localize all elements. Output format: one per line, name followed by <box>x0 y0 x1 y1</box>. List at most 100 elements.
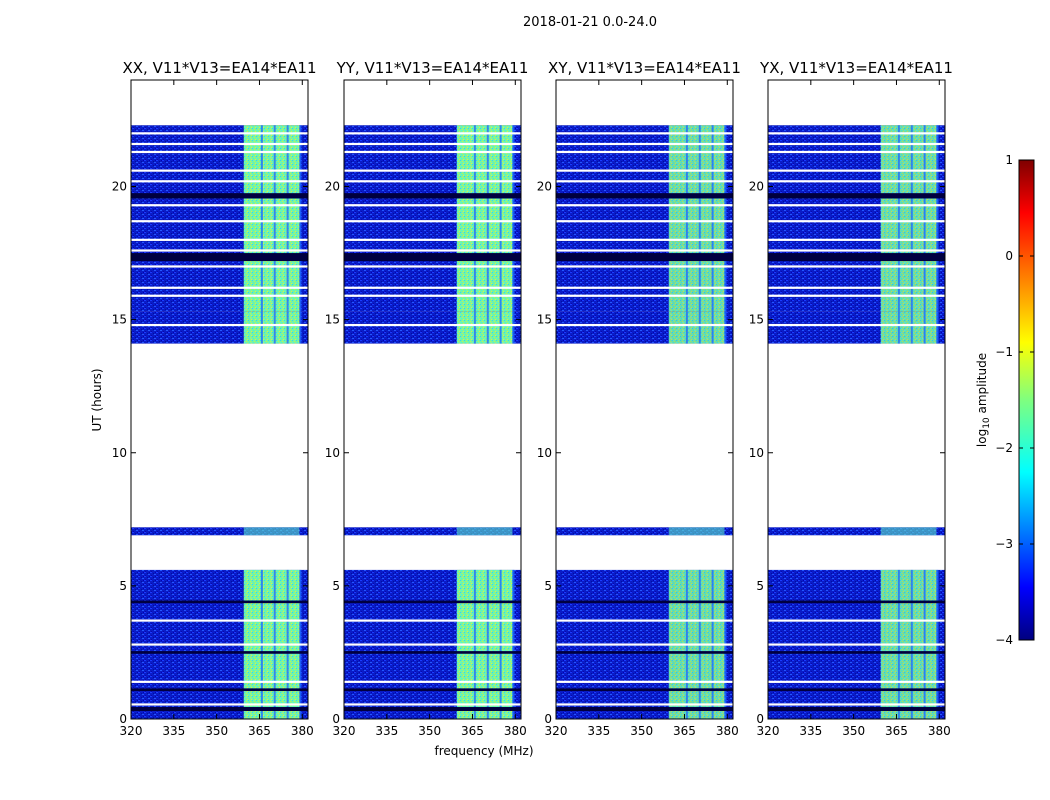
y-tick-label: 15 <box>112 313 127 327</box>
blank-line <box>556 142 733 146</box>
blank-line <box>131 169 308 172</box>
blank-line <box>131 680 308 683</box>
rfi-band <box>668 527 725 536</box>
x-tick-label: 380 <box>928 724 951 738</box>
rfi-channel-gap <box>273 125 276 312</box>
blank-line <box>556 643 733 646</box>
x-tick-label: 380 <box>504 724 527 738</box>
panel-frame <box>130 79 309 720</box>
rfi-channel-gap <box>685 311 688 344</box>
panel-title: XX, V11*V13=EA14*EA11 <box>122 59 316 77</box>
blank-line <box>768 286 945 289</box>
dark-band <box>131 193 308 199</box>
panel-frame <box>767 79 946 720</box>
x-tick-label: 350 <box>842 724 865 738</box>
blank-line <box>344 132 521 135</box>
panel-xy: XY, V11*V13=EA14*EA11 320 335 350 365 380 0 5 10… <box>537 59 741 738</box>
rfi-channel-gap <box>724 311 727 344</box>
dark-band <box>344 707 521 712</box>
rfi-band <box>456 311 513 344</box>
y-tick-label: 20 <box>537 180 552 194</box>
blank-line <box>131 703 308 706</box>
rfi-channel-gap <box>486 311 489 344</box>
dark-band <box>344 253 521 262</box>
blank-line <box>344 220 521 223</box>
blank-line <box>556 204 733 207</box>
blank-line <box>768 238 945 241</box>
y-tick-label: 15 <box>537 313 552 327</box>
dark-band <box>344 688 521 692</box>
x-tick-label: 335 <box>162 724 185 738</box>
x-tick-label: 350 <box>205 724 228 738</box>
y-tick-label: 0 <box>332 712 340 726</box>
blank-line <box>131 180 308 183</box>
y-tick-label: 20 <box>749 180 764 194</box>
y-tick-label: 0 <box>544 712 552 726</box>
rfi-band <box>880 311 937 344</box>
rfi-channel-gap <box>273 311 276 344</box>
blank-line <box>556 703 733 706</box>
rfi-channel-gap <box>512 311 515 344</box>
blank-line <box>768 265 945 268</box>
dark-band <box>768 707 945 712</box>
x-tick-label: 380 <box>716 724 739 738</box>
blank-line <box>556 294 733 297</box>
y-tick-label: 10 <box>537 446 552 460</box>
data-block <box>768 527 945 536</box>
x-tick-label: 350 <box>418 724 441 738</box>
y-tick-label: 5 <box>544 579 552 593</box>
blank-line <box>768 294 945 297</box>
blank-line <box>131 619 308 622</box>
dark-band <box>556 193 733 199</box>
blank-line <box>344 294 521 297</box>
blank-line <box>768 150 945 154</box>
panel-title: YX, V11*V13=EA14*EA11 <box>759 59 953 77</box>
x-tick-label: 365 <box>885 724 908 738</box>
colorbar: 1 0 −1 −2 −3 −4 log10 amplitude <box>975 153 1035 647</box>
blank-line <box>768 643 945 646</box>
x-tick-label: 335 <box>799 724 822 738</box>
blank-line <box>768 680 945 683</box>
rfi-band <box>880 527 937 536</box>
y-tick-label: 20 <box>325 180 340 194</box>
blank-line <box>556 265 733 268</box>
blank-line <box>131 286 308 289</box>
y-tick-label: 5 <box>332 579 340 593</box>
blank-line <box>768 169 945 172</box>
rfi-channel-gap <box>260 311 263 344</box>
rfi-band <box>243 125 300 312</box>
blank-line <box>556 132 733 135</box>
rfi-channel-gap <box>499 311 502 344</box>
x-tick-label: 320 <box>120 724 143 738</box>
blank-line <box>768 249 945 252</box>
blank-line <box>131 294 308 297</box>
dark-band <box>344 600 521 604</box>
rfi-channel-gap <box>936 311 939 344</box>
rfi-channel-gap <box>698 311 701 344</box>
dark-band <box>344 193 521 199</box>
blank-line <box>768 142 945 146</box>
rfi-band <box>243 527 300 536</box>
colorbar-tick-label: −3 <box>995 537 1013 551</box>
rfi-band <box>456 125 513 312</box>
dark-band <box>556 688 733 692</box>
colorbar-label: log10 amplitude <box>975 353 992 447</box>
rfi-band <box>668 125 725 312</box>
x-tick-label: 320 <box>333 724 356 738</box>
dark-band <box>768 688 945 692</box>
rfi-channel-gap <box>897 311 900 344</box>
y-tick-label: 20 <box>112 180 127 194</box>
y-tick-label: 10 <box>749 446 764 460</box>
blank-line <box>344 323 521 327</box>
rfi-channel-gap <box>897 125 900 312</box>
dark-band <box>556 651 733 654</box>
rfi-channel-gap <box>473 311 476 344</box>
data-block <box>131 527 308 536</box>
rfi-channel-gap <box>260 125 263 312</box>
blank-line <box>768 180 945 183</box>
rfi-band <box>880 125 937 312</box>
blank-line <box>344 680 521 683</box>
rfi-channel-gap <box>286 311 289 344</box>
rfi-channel-gap <box>711 125 714 312</box>
colorbar-tick-label: 1 <box>1005 153 1013 167</box>
